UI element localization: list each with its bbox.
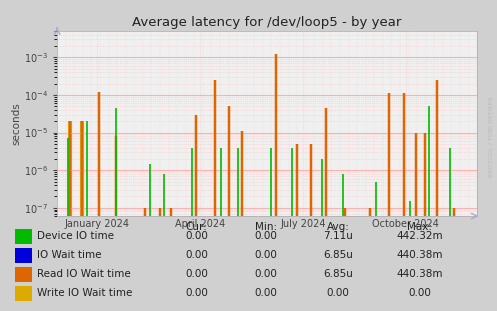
Text: Min:: Min: [255, 222, 277, 232]
Bar [15, 248, 32, 263]
Title: Average latency for /dev/loop5 - by year: Average latency for /dev/loop5 - by year [132, 16, 402, 29]
Text: 442.32m: 442.32m [397, 231, 443, 241]
Text: 0.00: 0.00 [185, 269, 208, 279]
Text: 6.85u: 6.85u [323, 269, 353, 279]
Text: 440.38m: 440.38m [397, 269, 443, 279]
Text: 6.85u: 6.85u [323, 250, 353, 260]
Text: Avg:: Avg: [327, 222, 349, 232]
Y-axis label: seconds: seconds [11, 102, 21, 145]
Bar [15, 267, 32, 282]
Text: 0.00: 0.00 [185, 231, 208, 241]
Text: RRDTOOL / TOBI OETIKER: RRDTOOL / TOBI OETIKER [489, 96, 494, 177]
Bar [15, 285, 32, 301]
Text: Read IO Wait time: Read IO Wait time [37, 269, 131, 279]
Text: Cur:: Cur: [185, 222, 207, 232]
Text: 0.00: 0.00 [254, 269, 277, 279]
Text: 0.00: 0.00 [185, 250, 208, 260]
Text: 440.38m: 440.38m [397, 250, 443, 260]
Text: Device IO time: Device IO time [37, 231, 114, 241]
Bar [15, 229, 32, 244]
Text: 0.00: 0.00 [254, 288, 277, 298]
Text: 0.00: 0.00 [409, 288, 431, 298]
Text: Max:: Max: [408, 222, 432, 232]
Text: 7.11u: 7.11u [323, 231, 353, 241]
Text: 0.00: 0.00 [254, 250, 277, 260]
Text: 0.00: 0.00 [327, 288, 349, 298]
Text: Write IO Wait time: Write IO Wait time [37, 288, 133, 298]
Text: 0.00: 0.00 [185, 288, 208, 298]
Text: 0.00: 0.00 [254, 231, 277, 241]
Text: IO Wait time: IO Wait time [37, 250, 102, 260]
